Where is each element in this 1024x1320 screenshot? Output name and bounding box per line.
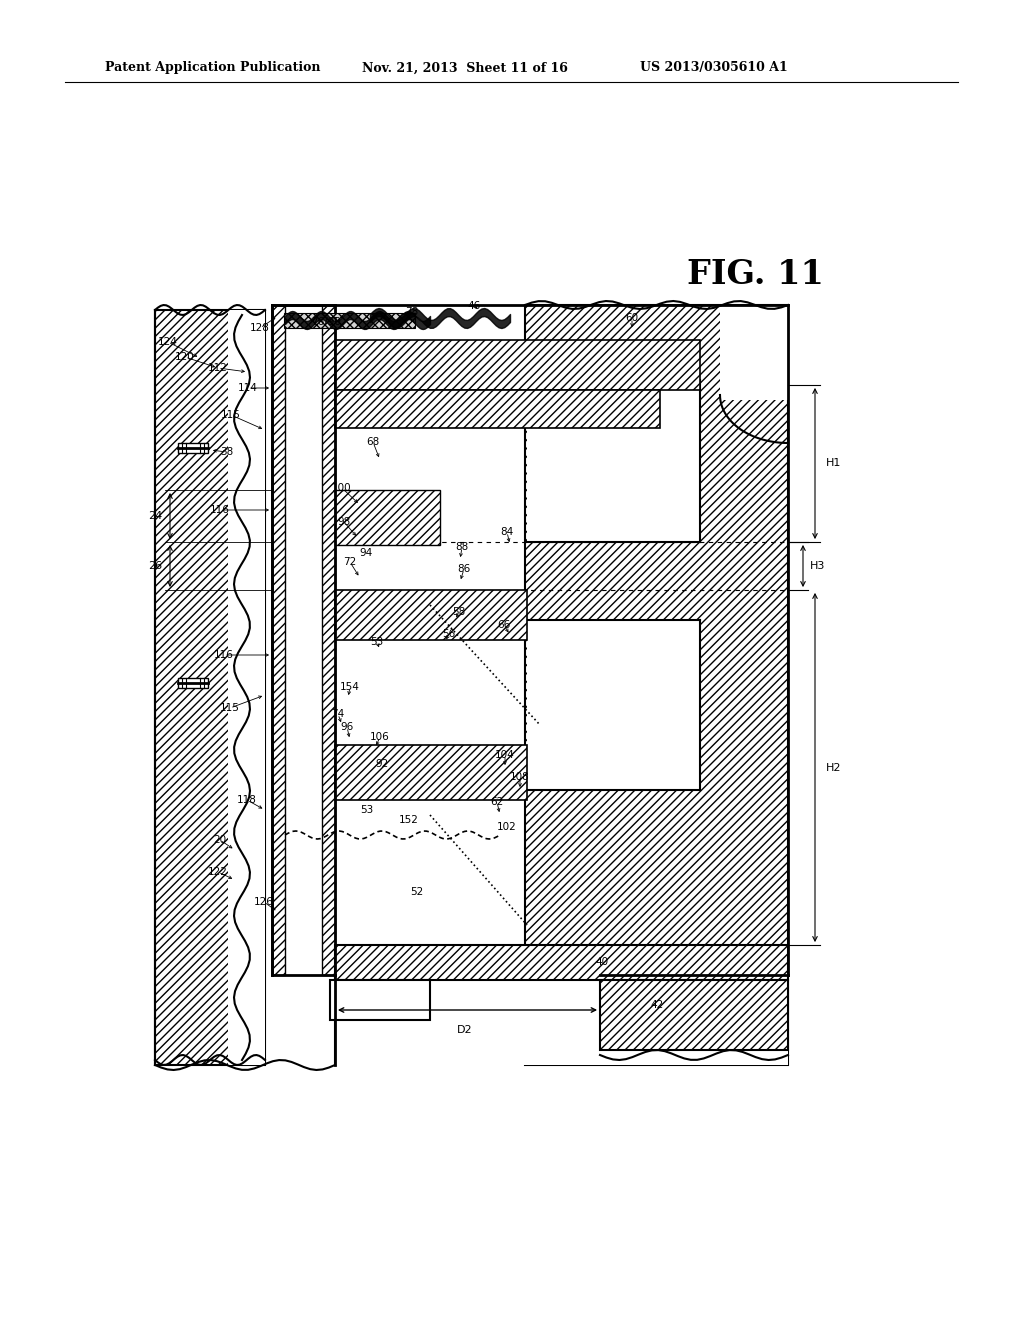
Text: 154: 154 xyxy=(340,682,360,692)
Text: 84: 84 xyxy=(501,527,514,537)
Polygon shape xyxy=(335,975,788,1065)
Text: 124: 124 xyxy=(158,337,178,347)
Text: 102: 102 xyxy=(497,822,517,832)
Text: H2: H2 xyxy=(826,763,842,774)
Text: 72: 72 xyxy=(343,557,356,568)
Text: 114: 114 xyxy=(238,383,258,393)
Text: FIG. 11: FIG. 11 xyxy=(686,259,823,292)
Text: Patent Application Publication: Patent Application Publication xyxy=(105,62,321,74)
Text: 74: 74 xyxy=(332,709,345,719)
Text: 94: 94 xyxy=(359,548,373,558)
Text: H3: H3 xyxy=(810,561,825,572)
Polygon shape xyxy=(525,305,788,1065)
Polygon shape xyxy=(284,313,415,327)
Polygon shape xyxy=(155,310,265,1065)
Text: 98: 98 xyxy=(337,517,350,527)
Polygon shape xyxy=(335,744,527,800)
Polygon shape xyxy=(335,341,700,389)
Polygon shape xyxy=(272,305,285,975)
Text: 42: 42 xyxy=(650,1001,664,1010)
Text: 78: 78 xyxy=(406,308,419,317)
Text: US 2013/0305610 A1: US 2013/0305610 A1 xyxy=(640,62,787,74)
Text: 40: 40 xyxy=(595,957,608,968)
Polygon shape xyxy=(600,979,788,1049)
Text: 62: 62 xyxy=(490,797,504,807)
Bar xyxy=(178,678,208,688)
Text: 66: 66 xyxy=(498,620,511,630)
Text: 38: 38 xyxy=(220,447,233,457)
Text: 96: 96 xyxy=(340,722,353,733)
Polygon shape xyxy=(330,979,430,1020)
Text: 152: 152 xyxy=(399,814,419,825)
Text: 58: 58 xyxy=(453,607,466,616)
Text: 46: 46 xyxy=(467,301,480,312)
Text: 128: 128 xyxy=(250,323,270,333)
Text: 115: 115 xyxy=(221,411,241,420)
Text: 106: 106 xyxy=(370,733,390,742)
Text: 88: 88 xyxy=(456,543,469,552)
Text: 115: 115 xyxy=(220,704,240,713)
Text: 122: 122 xyxy=(208,867,228,876)
Text: 76/90: 76/90 xyxy=(311,317,341,327)
Polygon shape xyxy=(335,490,440,545)
Text: 104: 104 xyxy=(496,750,515,760)
Polygon shape xyxy=(335,590,527,640)
Polygon shape xyxy=(335,945,788,979)
Text: Nov. 21, 2013  Sheet 11 of 16: Nov. 21, 2013 Sheet 11 of 16 xyxy=(362,62,568,74)
Text: H1: H1 xyxy=(826,458,842,469)
Text: 100: 100 xyxy=(332,483,352,492)
Text: 92: 92 xyxy=(376,759,389,770)
Polygon shape xyxy=(527,380,700,543)
Text: 53: 53 xyxy=(360,805,374,814)
Polygon shape xyxy=(527,620,700,789)
Text: 60: 60 xyxy=(626,313,639,323)
Text: 112: 112 xyxy=(208,363,228,374)
Text: 118: 118 xyxy=(238,795,257,805)
Text: 68: 68 xyxy=(367,437,380,447)
Text: 116: 116 xyxy=(214,649,233,660)
Text: 56: 56 xyxy=(442,630,456,639)
Polygon shape xyxy=(335,389,660,428)
Text: 120: 120 xyxy=(175,352,195,362)
Polygon shape xyxy=(228,310,265,1065)
Polygon shape xyxy=(720,305,788,400)
Text: 20: 20 xyxy=(213,836,226,845)
Bar xyxy=(178,444,208,453)
Text: 108: 108 xyxy=(510,772,529,781)
Text: 126: 126 xyxy=(254,898,274,907)
Text: 86: 86 xyxy=(458,564,471,574)
Text: 26: 26 xyxy=(147,561,162,572)
Text: 52: 52 xyxy=(411,887,424,898)
Text: 53: 53 xyxy=(371,638,384,647)
Text: 24: 24 xyxy=(147,511,162,521)
Text: D2: D2 xyxy=(457,1026,473,1035)
Polygon shape xyxy=(322,305,335,975)
Text: 116: 116 xyxy=(210,506,230,515)
